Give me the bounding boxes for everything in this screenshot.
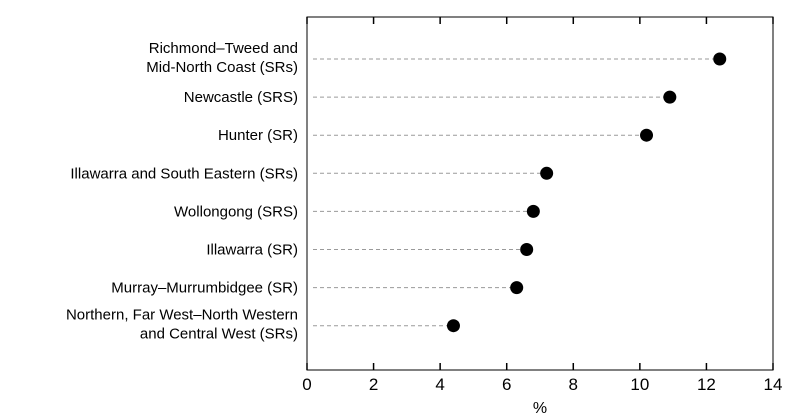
x-tick-label: 14 [764, 375, 783, 394]
data-point [640, 128, 654, 142]
x-tick-label: 10 [630, 375, 649, 394]
plot-frame [306, 16, 774, 371]
data-point [713, 52, 727, 66]
x-tick-label: 6 [502, 375, 511, 394]
category-label: Illawarra (SR) [206, 242, 298, 259]
x-tick-label: 4 [435, 375, 444, 394]
x-tick-label: 12 [697, 375, 716, 394]
data-points [446, 52, 727, 333]
category-label: Hunter (SR) [218, 127, 298, 144]
category-label: Illawarra and South Eastern (SRs) [70, 165, 298, 182]
data-point [526, 204, 540, 218]
leader-lines [313, 58, 720, 327]
category-label: Wollongong (SRS) [174, 203, 298, 220]
category-labels: Richmond–Tweed and Mid-North Coast (SRs) N… [66, 40, 298, 343]
category-label: Newcastle (SRS) [184, 89, 298, 106]
category-label: Murray–Murrumbidgee (SR) [111, 280, 298, 297]
data-point [446, 319, 460, 333]
category-label: Richmond–Tweed and Mid-North Coast (SRs) [146, 40, 298, 76]
x-axis-tick-labels: 0 2 4 6 8 10 12 14 [302, 375, 782, 394]
x-tick-label: 2 [369, 375, 378, 394]
data-point [540, 166, 554, 180]
x-axis-ticks [306, 17, 774, 370]
x-axis-title: % [533, 400, 547, 417]
x-tick-label: 0 [302, 375, 311, 394]
category-label: Northern, Far West–North Western and Cent… [66, 307, 298, 343]
data-point [663, 90, 677, 104]
x-tick-label: 8 [569, 375, 578, 394]
data-point [520, 243, 534, 256]
data-point [510, 281, 524, 295]
